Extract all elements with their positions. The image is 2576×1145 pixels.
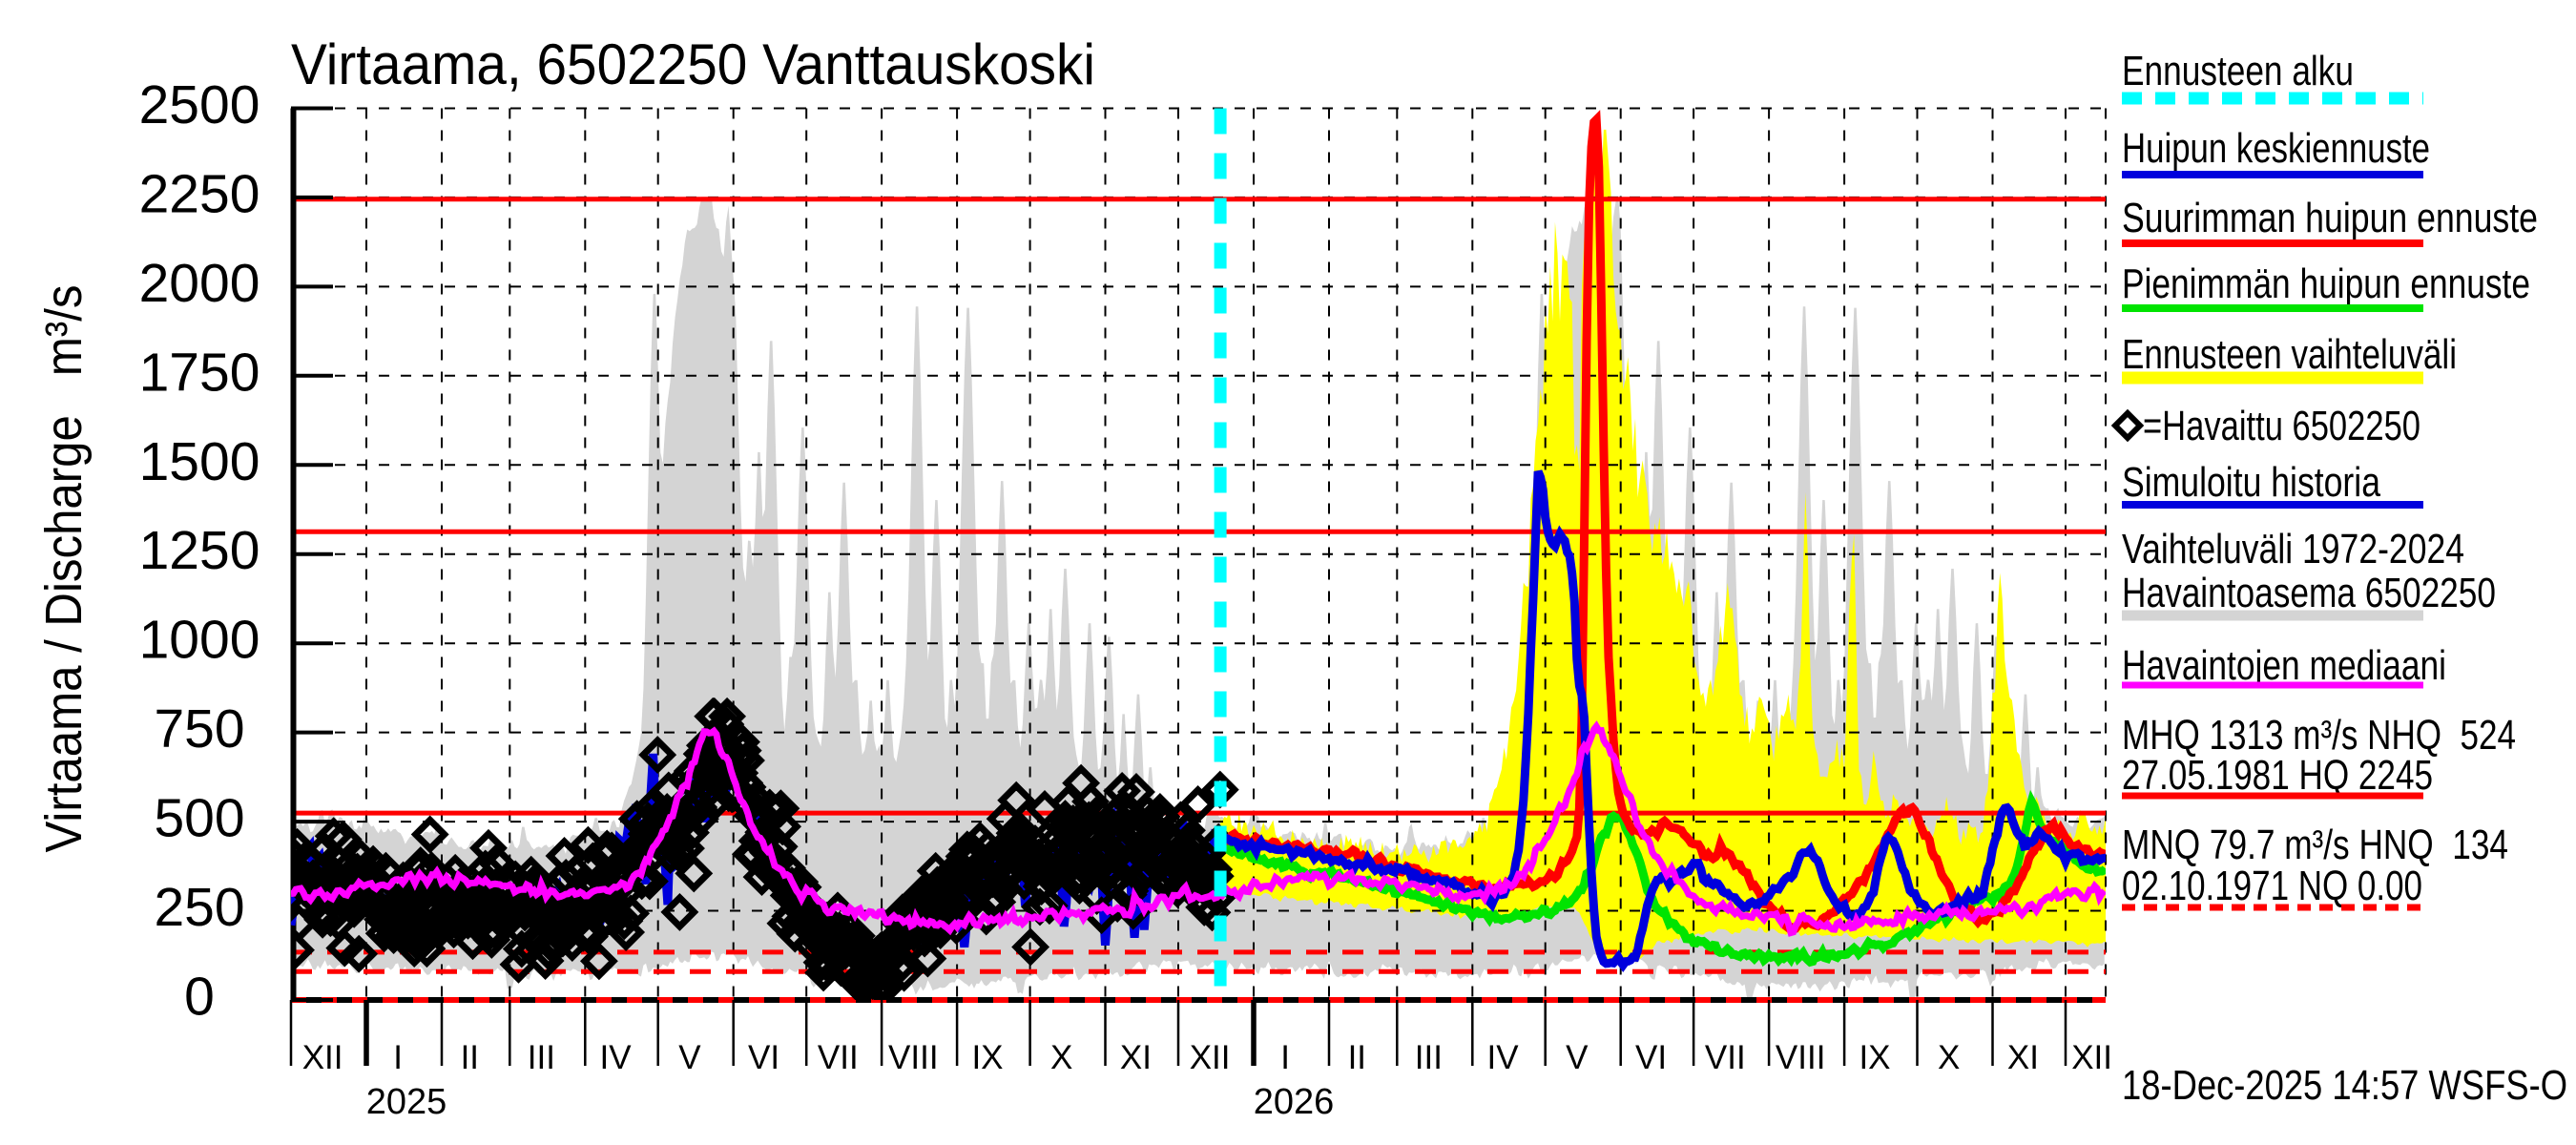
svg-text:250: 250 [154,877,244,938]
svg-text:VI: VI [1635,1039,1667,1076]
svg-text:1000: 1000 [139,610,260,671]
svg-text:MNQ 79.7 m³/s HNQ 134: MNQ 79.7 m³/s HNQ 134 [2122,822,2508,868]
svg-text:IV: IV [600,1039,633,1076]
svg-text:02.10.1971 NQ 0.00: 02.10.1971 NQ 0.00 [2122,864,2422,909]
svg-text:VIII: VIII [1776,1039,1826,1076]
svg-text:1750: 1750 [139,342,260,403]
svg-text:Ennusteen vaihteluväli: Ennusteen vaihteluväli [2122,332,2457,378]
svg-text:=Havaittu 6502250: =Havaittu 6502250 [2143,404,2420,449]
svg-text:2250: 2250 [139,163,260,224]
svg-text:2500: 2500 [139,74,260,135]
svg-text:XI: XI [1120,1039,1152,1076]
svg-text:MHQ 1313 m³/s NHQ 524: MHQ 1313 m³/s NHQ 524 [2122,713,2516,759]
svg-text:II: II [461,1039,479,1076]
svg-text:750: 750 [154,698,244,760]
svg-text:Virtaama / Discharge m³/s: Virtaama / Discharge m³/s [35,285,93,853]
svg-text:V: V [678,1039,701,1076]
svg-text:VII: VII [1705,1039,1746,1076]
svg-text:Havaintoasema 6502250: Havaintoasema 6502250 [2122,571,2496,616]
svg-text:18-Dec-2025 14:57 WSFS-O: 18-Dec-2025 14:57 WSFS-O [2122,1063,2567,1109]
svg-text:VIII: VIII [888,1039,939,1076]
svg-text:500: 500 [154,788,244,849]
svg-text:X: X [1938,1039,1960,1076]
svg-text:Huipun keskiennuste: Huipun keskiennuste [2122,126,2430,172]
svg-text:Vaihteluväli 1972-2024: Vaihteluväli 1972-2024 [2122,527,2464,572]
svg-text:II: II [1348,1039,1366,1076]
svg-text:Simuloitu historia: Simuloitu historia [2122,460,2381,506]
svg-text:XII: XII [1190,1039,1231,1076]
svg-text:Suurimman huipun ennuste: Suurimman huipun ennuste [2122,196,2538,241]
svg-text:XI: XI [2007,1039,2039,1076]
svg-text:XII: XII [302,1039,343,1076]
svg-text:VII: VII [818,1039,859,1076]
svg-text:III: III [1415,1039,1443,1076]
svg-text:1500: 1500 [139,431,260,492]
svg-text:I: I [393,1039,403,1076]
svg-text:Pienimmän huipun ennuste: Pienimmän huipun ennuste [2122,261,2530,307]
svg-text:2026: 2026 [1254,1082,1335,1122]
svg-text:IV: IV [1487,1039,1520,1076]
svg-text:27.05.1981 HQ 2245: 27.05.1981 HQ 2245 [2122,753,2433,799]
svg-text:0: 0 [184,967,215,1028]
svg-text:IX: IX [971,1039,1003,1076]
svg-text:I: I [1280,1039,1290,1076]
svg-text:2000: 2000 [139,253,260,314]
svg-text:2025: 2025 [366,1082,447,1122]
svg-text:Ennusteen alku: Ennusteen alku [2122,49,2354,94]
svg-text:Virtaama, 6502250 Vanttauskosk: Virtaama, 6502250 Vanttauskoski [291,32,1095,96]
svg-text:IX: IX [1859,1039,1890,1076]
svg-text:1250: 1250 [139,520,260,581]
svg-text:VI: VI [748,1039,779,1076]
svg-text:Havaintojen mediaani: Havaintojen mediaani [2122,643,2446,689]
svg-text:V: V [1566,1039,1589,1076]
svg-text:X: X [1050,1039,1072,1076]
svg-text:III: III [528,1039,555,1076]
svg-text:XII: XII [2071,1039,2112,1076]
